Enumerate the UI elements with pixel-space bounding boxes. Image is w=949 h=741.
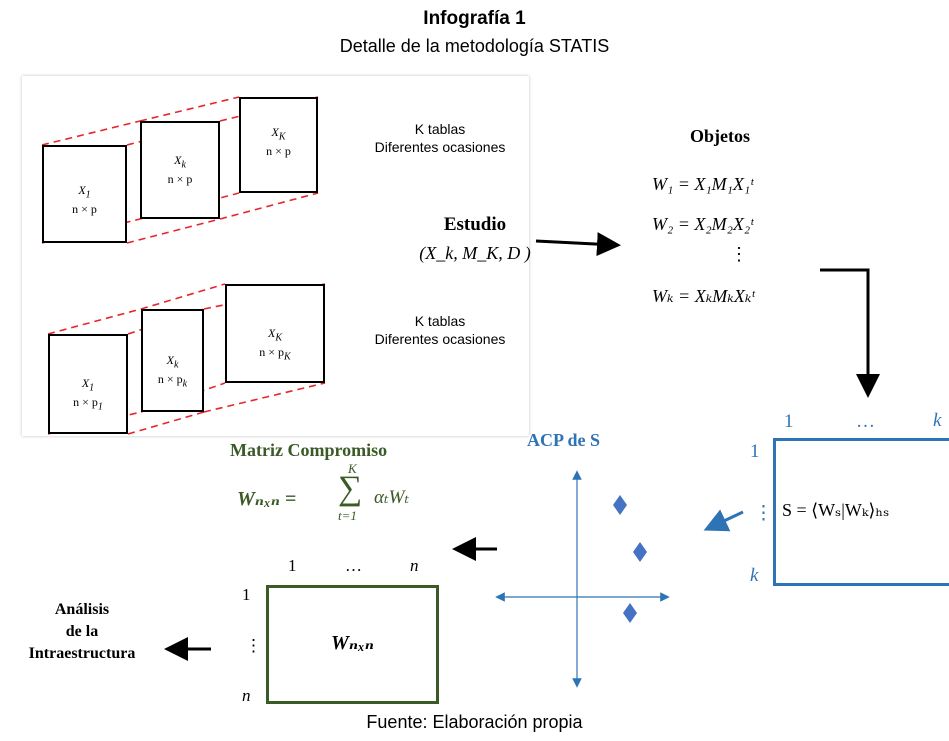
table-xK-top: XK n × p <box>239 97 318 193</box>
analisis-label: Análisis de la Intraestructura <box>28 601 136 662</box>
compromiso-lhs: Wₙₓₙ = <box>237 488 297 510</box>
w-col-first: 1 <box>288 556 297 575</box>
page-title: Infografía 1 <box>423 8 526 29</box>
page-subtitle: Detalle de la metodología STATIS <box>339 36 610 56</box>
w-row-first: 1 <box>242 585 251 604</box>
table-x1-bottom: X1 n × p1 <box>48 334 128 434</box>
sum-top: K <box>348 461 357 476</box>
s-row-last: k <box>750 565 759 586</box>
acp-label: ACP de S <box>527 430 601 450</box>
estudio-formula: (X_k, M_K, D ) <box>419 243 531 263</box>
acp-point <box>613 495 627 515</box>
equation-wk: Wₖ = XₖMₖXₖᵗ <box>652 286 755 306</box>
s-matrix-formula: S = ⟨Wₛ|Wₖ⟩ₕₛ <box>782 500 890 520</box>
table-xk-bottom: Xk n × pk <box>141 309 204 412</box>
caption-k-tablas-top: K tablas Diferentes ocasiones <box>374 121 506 155</box>
table-xk-top: Xk n × p <box>140 121 220 219</box>
acp-point <box>623 603 637 623</box>
equation-dots: ⋮ <box>730 244 748 264</box>
w-matrix-box <box>266 585 439 704</box>
w-col-mid: … <box>345 556 362 575</box>
sum-sigma: ∑ <box>338 470 363 507</box>
acp-scatter <box>495 470 670 688</box>
s-row-first: 1 <box>750 441 760 462</box>
equation-w1: W₁ = X₁M₁X₁ᵗ <box>652 174 754 194</box>
s-col-last: k <box>933 410 942 431</box>
table-x1-top: X1 n × p <box>42 145 127 243</box>
w-row-last: n <box>242 686 251 705</box>
w-row-mid: ⋮ <box>245 636 262 655</box>
s-matrix-box <box>773 438 949 586</box>
caption-k-tablas-bottom: K tablas Diferentes ocasiones <box>374 313 506 347</box>
s-col-first: 1 <box>784 411 794 432</box>
objetos-label: Objetos <box>690 126 750 146</box>
compromiso-label: Matriz Compromiso <box>230 440 388 460</box>
sum-bottom: t=1 <box>338 508 357 523</box>
s-row-mid: ⋮ <box>754 503 773 524</box>
w-matrix-cell: Wₙₓₙ <box>331 632 374 654</box>
compromiso-rhs: αₜWₜ <box>374 487 410 508</box>
acp-point <box>633 542 647 562</box>
table-xK-bottom: XK n × pK <box>225 284 325 383</box>
s-col-mid: … <box>856 411 875 432</box>
estudio-label: Estudio <box>443 214 507 235</box>
w-col-last: n <box>410 556 419 575</box>
equation-w2: W₂ = X₂M₂X₂ᵗ <box>652 214 754 234</box>
source-note: Fuente: Elaboración propia <box>366 712 583 732</box>
